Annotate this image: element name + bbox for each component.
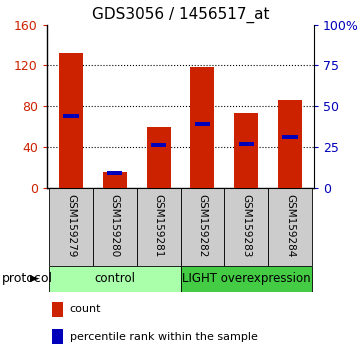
Bar bbox=[52, 329, 63, 344]
Bar bbox=[268, 188, 312, 266]
Bar bbox=[239, 142, 254, 146]
Text: GSM159284: GSM159284 bbox=[285, 194, 295, 257]
Title: GDS3056 / 1456517_at: GDS3056 / 1456517_at bbox=[92, 7, 269, 23]
Text: GSM159282: GSM159282 bbox=[197, 194, 208, 257]
Bar bbox=[147, 127, 171, 188]
Bar bbox=[93, 188, 137, 266]
Bar bbox=[195, 122, 210, 126]
Bar bbox=[49, 266, 180, 292]
Bar bbox=[282, 135, 298, 139]
Bar bbox=[63, 114, 79, 118]
Text: protocol: protocol bbox=[2, 272, 53, 285]
Bar bbox=[107, 171, 122, 175]
Bar bbox=[151, 143, 166, 147]
Bar bbox=[49, 188, 93, 266]
Bar bbox=[180, 188, 224, 266]
Text: control: control bbox=[94, 272, 135, 285]
Bar bbox=[180, 266, 312, 292]
Bar bbox=[103, 172, 127, 188]
Text: GSM159281: GSM159281 bbox=[153, 194, 164, 257]
Bar bbox=[234, 113, 258, 188]
Text: GSM159279: GSM159279 bbox=[66, 194, 76, 257]
Text: percentile rank within the sample: percentile rank within the sample bbox=[70, 332, 257, 342]
Bar bbox=[278, 100, 302, 188]
Bar bbox=[52, 302, 63, 317]
Text: ►: ► bbox=[30, 272, 40, 285]
Text: LIGHT overexpression: LIGHT overexpression bbox=[182, 272, 310, 285]
Text: count: count bbox=[70, 304, 101, 314]
Bar bbox=[137, 188, 180, 266]
Bar bbox=[190, 67, 214, 188]
Bar bbox=[59, 53, 83, 188]
Text: GSM159283: GSM159283 bbox=[241, 194, 251, 257]
Bar bbox=[224, 188, 268, 266]
Text: GSM159280: GSM159280 bbox=[110, 194, 120, 257]
